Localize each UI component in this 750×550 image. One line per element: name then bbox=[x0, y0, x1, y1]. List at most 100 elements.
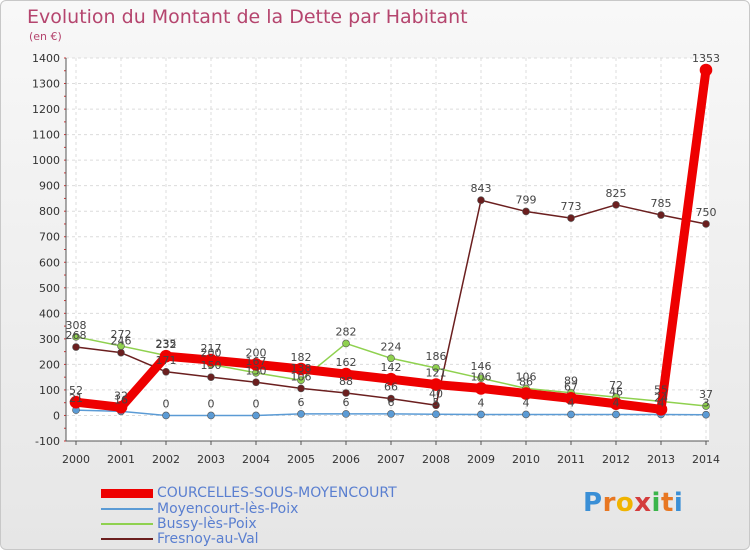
data-label: 16 bbox=[114, 393, 128, 406]
data-label: 4 bbox=[658, 396, 665, 409]
data-label: 0 bbox=[253, 397, 260, 410]
data-label: 86 bbox=[519, 376, 533, 389]
data-label: 232 bbox=[156, 338, 177, 351]
data-label: 171 bbox=[156, 354, 177, 367]
data-point bbox=[162, 368, 170, 376]
data-point bbox=[519, 387, 533, 400]
proxiti-logo: Proxiti bbox=[583, 488, 683, 518]
data-label: 4 bbox=[568, 396, 575, 409]
data-point bbox=[297, 384, 305, 393]
legend-label: Moyencourt-lès-Poix bbox=[157, 501, 299, 517]
data-point bbox=[294, 362, 308, 376]
data-point bbox=[297, 376, 305, 385]
data-point bbox=[612, 201, 620, 209]
data-label: 0 bbox=[208, 397, 215, 410]
x-tick-label: 2005 bbox=[287, 453, 315, 466]
data-point bbox=[339, 367, 353, 381]
y-tick-label: 600 bbox=[39, 256, 60, 269]
data-label: 3 bbox=[703, 397, 710, 410]
data-point bbox=[432, 410, 440, 418]
x-tick-label: 2002 bbox=[152, 453, 180, 466]
data-label: 282 bbox=[336, 325, 357, 338]
legend-item-fresnoy: Fresnoy-au-Val bbox=[101, 531, 259, 547]
data-point bbox=[432, 401, 440, 410]
logo-letter: t bbox=[660, 488, 674, 518]
x-tick-label: 2009 bbox=[467, 453, 495, 466]
logo-letter: i bbox=[673, 488, 684, 518]
legend-swatch bbox=[101, 508, 153, 510]
data-point bbox=[609, 397, 623, 411]
x-tick-label: 2013 bbox=[647, 453, 675, 466]
data-label: 246 bbox=[111, 335, 132, 348]
data-label: 32 bbox=[114, 389, 128, 402]
y-tick-label: 700 bbox=[39, 231, 60, 244]
data-label: 843 bbox=[471, 182, 492, 195]
x-tick-label: 2010 bbox=[512, 453, 540, 466]
logo-letter: o bbox=[615, 488, 635, 518]
data-label: 106 bbox=[291, 370, 312, 383]
data-label: 825 bbox=[606, 187, 627, 200]
y-tick-label: 1300 bbox=[32, 78, 60, 91]
y-tick-label: 500 bbox=[39, 282, 60, 295]
data-label: 55 bbox=[654, 383, 668, 396]
data-label: 24 bbox=[654, 391, 668, 404]
data-label: 52 bbox=[69, 384, 83, 397]
data-point bbox=[477, 196, 485, 205]
data-point bbox=[702, 220, 710, 228]
logo-letter: r bbox=[602, 488, 616, 518]
x-tick-label: 2001 bbox=[107, 453, 135, 466]
y-tick-label: 800 bbox=[39, 205, 60, 218]
data-point bbox=[162, 411, 170, 420]
legend-label: Fresnoy-au-Val bbox=[157, 531, 259, 547]
data-point bbox=[477, 410, 485, 419]
data-label: 167 bbox=[246, 355, 267, 368]
data-label: 66 bbox=[384, 381, 398, 394]
y-tick-label: 100 bbox=[39, 384, 60, 397]
data-label: 1353 bbox=[692, 52, 720, 65]
data-point bbox=[522, 410, 530, 419]
data-label: 21 bbox=[69, 392, 83, 405]
data-point bbox=[702, 402, 710, 410]
legend-swatch bbox=[101, 538, 153, 540]
data-label: 268 bbox=[66, 329, 87, 342]
x-tick-label: 2006 bbox=[332, 453, 360, 466]
data-point bbox=[72, 343, 80, 351]
data-point bbox=[342, 410, 350, 418]
data-point bbox=[564, 392, 578, 405]
data-label: 146 bbox=[471, 360, 492, 373]
y-tick-label: 1000 bbox=[32, 154, 60, 167]
data-label: 0 bbox=[163, 397, 170, 410]
data-point bbox=[699, 63, 713, 77]
data-point bbox=[522, 207, 530, 216]
data-label: 773 bbox=[561, 200, 582, 213]
data-point bbox=[384, 372, 398, 386]
data-label: 4 bbox=[523, 396, 530, 409]
data-point bbox=[342, 339, 350, 348]
x-tick-label: 2004 bbox=[242, 453, 270, 466]
data-label: 235 bbox=[156, 337, 177, 350]
legend-item-moyencourt: Moyencourt-lès-Poix bbox=[101, 501, 298, 517]
y-tick-label: 400 bbox=[39, 307, 60, 320]
data-point bbox=[207, 411, 215, 420]
data-label: 142 bbox=[381, 361, 402, 374]
data-point bbox=[474, 382, 488, 395]
data-point bbox=[114, 400, 128, 414]
x-tick-label: 2008 bbox=[422, 453, 450, 466]
legend-swatch bbox=[101, 488, 153, 498]
data-label: 150 bbox=[201, 359, 222, 372]
data-label: 46 bbox=[609, 386, 623, 399]
data-label: 106 bbox=[516, 370, 537, 383]
data-label: 200 bbox=[246, 346, 267, 359]
data-label: 224 bbox=[381, 340, 402, 353]
data-point bbox=[567, 410, 575, 419]
data-label: 121 bbox=[426, 367, 447, 380]
legend-item-courcelles: COURCELLES-SOUS-MOYENCOURT bbox=[101, 485, 397, 501]
y-tick-label: -100 bbox=[35, 435, 60, 448]
legend-label: COURCELLES-SOUS-MOYENCOURT bbox=[157, 485, 397, 501]
y-tick-label: 1100 bbox=[32, 129, 60, 142]
data-label: 308 bbox=[66, 319, 87, 332]
data-label: 138 bbox=[291, 362, 312, 375]
x-tick-label: 2007 bbox=[377, 453, 405, 466]
data-point bbox=[159, 349, 173, 363]
data-label: 799 bbox=[516, 193, 537, 206]
